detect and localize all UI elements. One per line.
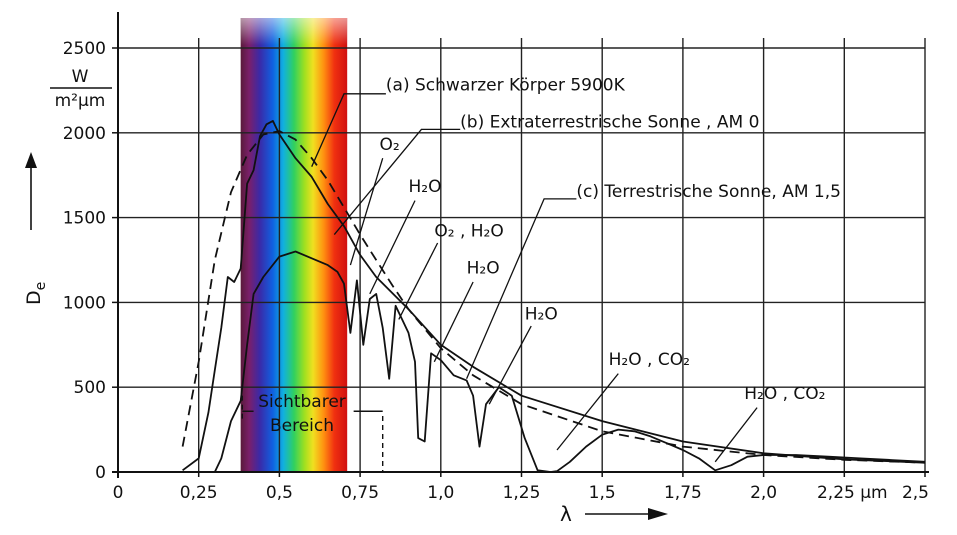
annotation-5: O₂ , H₂O xyxy=(434,221,503,241)
grid xyxy=(118,38,926,472)
visible-band xyxy=(240,18,348,472)
leader-line-1 xyxy=(333,128,461,236)
leader-line-0 xyxy=(311,93,386,167)
annotation-7: H₂O xyxy=(525,304,558,324)
x-tick-label: 2,5 xyxy=(902,483,929,503)
axes: 0 0,25 0,5 0,75 1,0 1,25 1,5 1,75 2,0 2,25 µm 2,5 0… xyxy=(23,12,929,526)
annotation-2: (c) Terrestrische Sonne, AM 1,5 xyxy=(576,182,841,202)
y-axis-label: De xyxy=(23,282,49,305)
x-axis-label: λ xyxy=(560,502,572,526)
y-tick-label: 1500 xyxy=(63,209,106,229)
x-tick-label: 2,25 µm xyxy=(817,483,888,503)
visible-spectrum-fade xyxy=(240,18,348,472)
x-tick-label: 0,75 xyxy=(341,483,379,503)
series-line-2 xyxy=(213,250,926,473)
annotation-3: O₂ xyxy=(379,135,399,155)
leader-line-4 xyxy=(369,200,416,295)
annotation-1: (b) Extraterrestrische Sonne , AM 0 xyxy=(460,113,759,133)
visible-band-label-line1: Sichtbarer xyxy=(258,392,346,412)
annotation-0: (a) Schwarzer Körper 5900K xyxy=(386,75,626,95)
y-tick-label: 0 xyxy=(95,463,106,483)
leader-line-6 xyxy=(433,281,474,363)
y-unit-numerator: W xyxy=(72,67,89,87)
leader-line-2 xyxy=(466,198,577,379)
y-axis-arrow-head xyxy=(25,152,37,168)
x-tick-label: 1,0 xyxy=(427,483,454,503)
leader-line-5 xyxy=(398,242,439,320)
series-line-1 xyxy=(182,120,926,472)
leader-line-7 xyxy=(488,325,532,405)
leader-line-8 xyxy=(556,373,619,451)
x-tick-label: 1,75 xyxy=(664,483,702,503)
x-axis-arrow-head xyxy=(648,508,668,520)
x-tick-label: 0,25 xyxy=(180,483,218,503)
series xyxy=(181,120,926,473)
annotation-4: H₂O xyxy=(409,177,442,197)
y-tick-label: 2500 xyxy=(63,39,106,59)
annotation-6: H₂O xyxy=(467,259,500,279)
visible-band-bracket xyxy=(241,395,384,472)
x-tick-label: 2,0 xyxy=(750,483,777,503)
visible-band-label-line2: Bereich xyxy=(270,416,334,436)
x-tick-label: 1,25 xyxy=(503,483,541,503)
y-tick-label: 500 xyxy=(74,378,106,398)
leader-line-3 xyxy=(349,158,384,266)
annotation-9: H₂O , CO₂ xyxy=(744,384,825,404)
annotations: Sichtbarer Bereich (a) Schwarzer Körper 59… xyxy=(241,75,841,472)
leader-line-9 xyxy=(714,407,758,463)
y-unit-denominator: m²µm xyxy=(55,91,106,111)
x-tick-label: 1,5 xyxy=(589,483,616,503)
y-tick-label: 2000 xyxy=(63,124,106,144)
annotation-8: H₂O , CO₂ xyxy=(609,350,690,370)
y-tick-label: 1000 xyxy=(63,293,106,313)
x-tick-label: 0 xyxy=(113,483,124,503)
x-tick-label: 0,5 xyxy=(266,483,293,503)
